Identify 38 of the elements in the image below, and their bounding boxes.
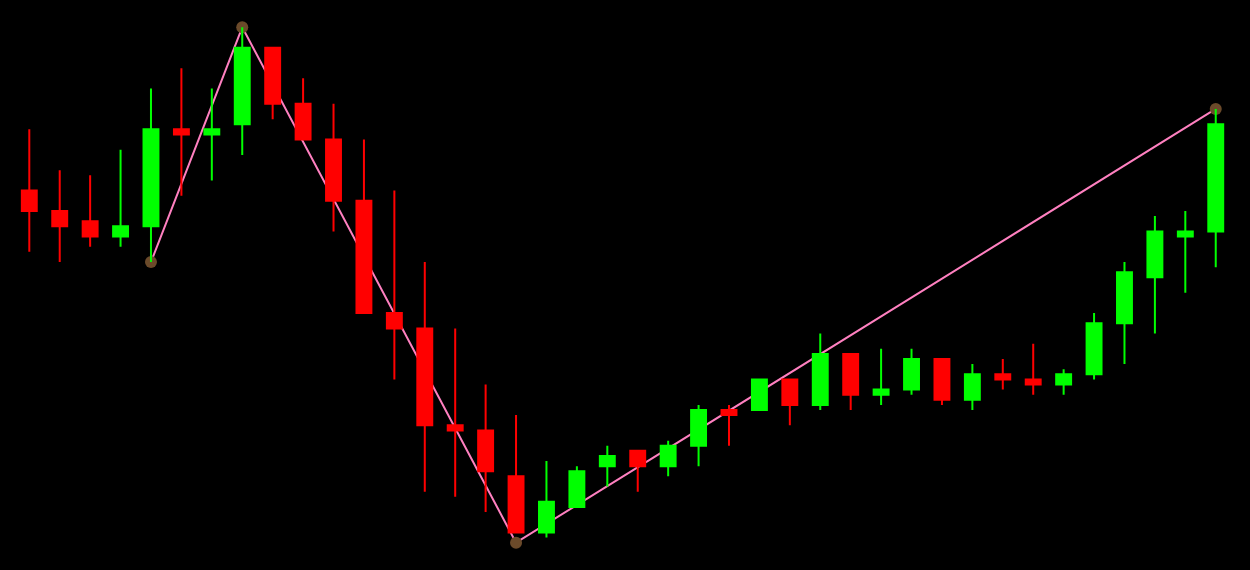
candlestick bbox=[568, 465, 586, 508]
candlestick bbox=[325, 102, 342, 233]
candlestick bbox=[112, 148, 130, 248]
candlestick bbox=[538, 460, 555, 539]
candlestick bbox=[811, 332, 829, 412]
candlestick bbox=[416, 261, 434, 493]
candlestick bbox=[903, 347, 920, 396]
candlestick bbox=[629, 449, 647, 493]
point bbox=[510, 536, 523, 549]
candlestick bbox=[446, 327, 464, 498]
candlestick bbox=[264, 46, 282, 121]
candlestick bbox=[81, 174, 99, 248]
candlestick bbox=[720, 403, 738, 447]
candlestick bbox=[507, 414, 525, 534]
candlestick bbox=[1176, 210, 1194, 294]
candlestick bbox=[1146, 215, 1164, 335]
candlestick bbox=[750, 378, 768, 412]
candlestick bbox=[842, 352, 860, 412]
candlestick bbox=[294, 77, 312, 141]
candlestick bbox=[963, 363, 981, 412]
candlestick bbox=[172, 67, 190, 197]
candlestick bbox=[598, 444, 616, 488]
candlestick bbox=[20, 128, 38, 253]
candlestick bbox=[477, 383, 495, 514]
candlestick bbox=[933, 358, 951, 406]
candlestick bbox=[1024, 342, 1042, 396]
candlestick bbox=[781, 378, 799, 427]
candlestick bbox=[203, 87, 221, 182]
candlestick bbox=[355, 138, 373, 315]
candlestick bbox=[659, 439, 677, 478]
candlestick bbox=[385, 189, 403, 381]
candlestick bbox=[994, 358, 1012, 391]
candlestick bbox=[872, 347, 890, 406]
candlestick bbox=[690, 403, 708, 468]
candlestick bbox=[1055, 368, 1073, 396]
candlestick bbox=[51, 169, 69, 264]
candlestick bbox=[1085, 312, 1103, 381]
candlestick bbox=[1116, 261, 1133, 366]
